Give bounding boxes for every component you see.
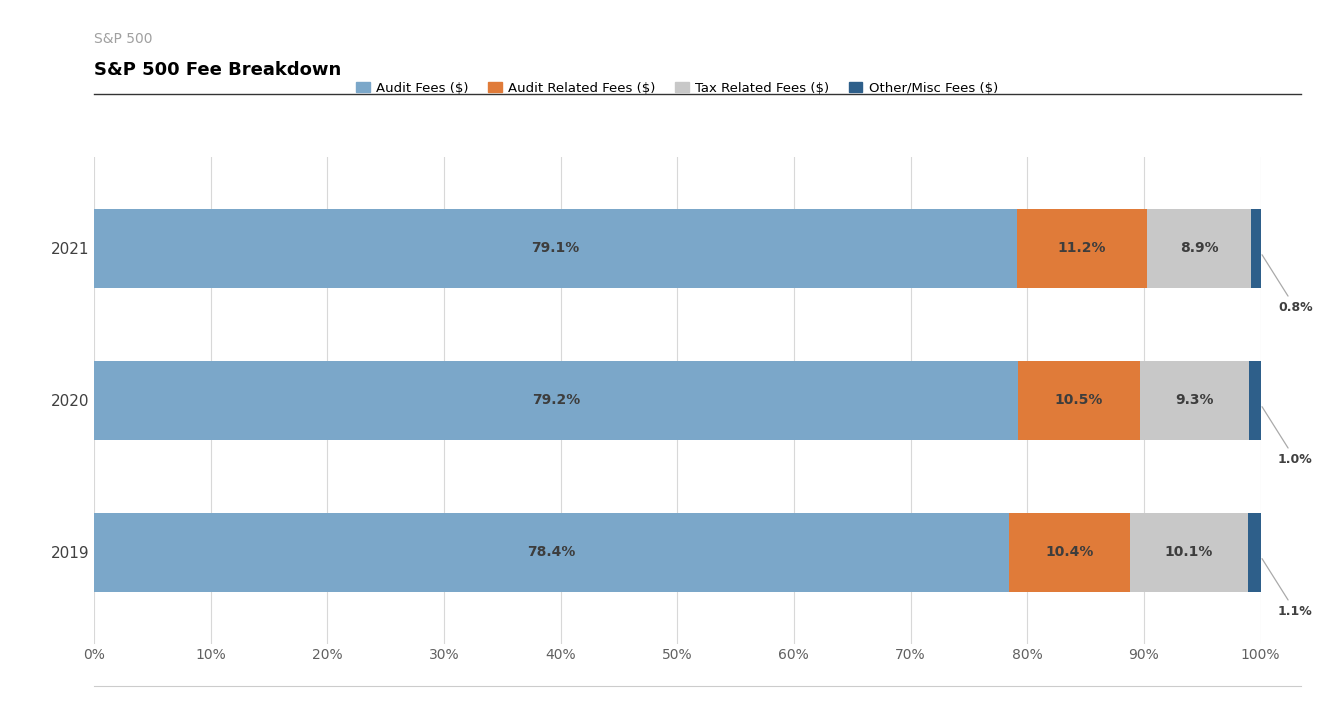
- Bar: [1018, 361, 1140, 440]
- Text: 9.3%: 9.3%: [1175, 393, 1214, 408]
- Text: 1.1%: 1.1%: [1262, 558, 1313, 618]
- Legend: Audit Fees ($), Audit Related Fees ($), Tax Related Fees ($), Other/Misc Fees ($: Audit Fees ($), Audit Related Fees ($), …: [351, 77, 1003, 100]
- Text: 0.8%: 0.8%: [1262, 255, 1313, 314]
- Text: S&P 500 Fee Breakdown: S&P 500 Fee Breakdown: [94, 61, 341, 79]
- Text: 11.2%: 11.2%: [1058, 242, 1106, 255]
- Bar: [94, 361, 1018, 440]
- Text: 10.1%: 10.1%: [1164, 546, 1214, 559]
- Text: 79.2%: 79.2%: [532, 393, 581, 408]
- Bar: [94, 209, 1016, 288]
- Bar: [1140, 361, 1248, 440]
- Bar: [1251, 209, 1261, 288]
- Bar: [1148, 209, 1251, 288]
- Bar: [1016, 209, 1148, 288]
- Text: 1.0%: 1.0%: [1262, 407, 1313, 466]
- Bar: [1247, 513, 1261, 592]
- Bar: [94, 513, 1008, 592]
- Bar: [1248, 361, 1261, 440]
- Text: S&P 500: S&P 500: [94, 32, 153, 46]
- Text: 79.1%: 79.1%: [531, 242, 579, 255]
- Text: 78.4%: 78.4%: [527, 546, 575, 559]
- Text: 10.4%: 10.4%: [1045, 546, 1093, 559]
- Bar: [1008, 513, 1130, 592]
- Text: 8.9%: 8.9%: [1180, 242, 1219, 255]
- Text: 10.5%: 10.5%: [1055, 393, 1104, 408]
- Bar: [1130, 513, 1247, 592]
